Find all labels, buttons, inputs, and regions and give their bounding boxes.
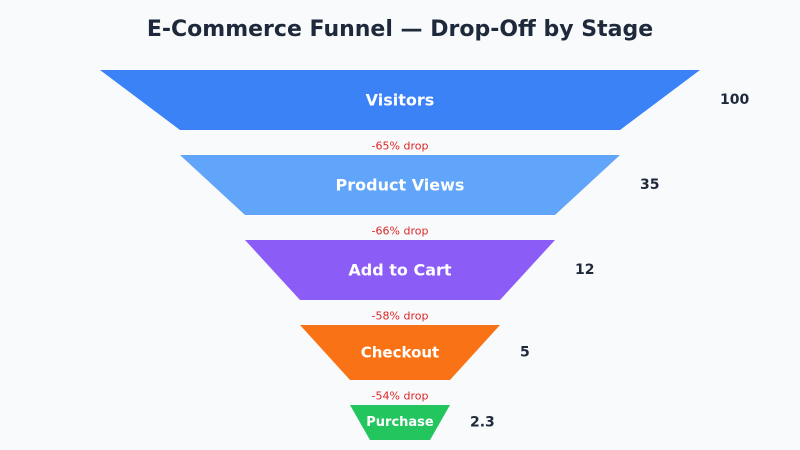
- drop-label-4: -54% drop: [372, 390, 429, 403]
- drop-label-3: -58% drop: [372, 310, 429, 323]
- stage-label-product-views: Product Views: [336, 176, 465, 195]
- stage-label-purchase: Purchase: [366, 415, 434, 430]
- drop-label-2: -66% drop: [372, 225, 429, 238]
- funnel-stage-purchase: [350, 405, 450, 440]
- funnel-stage-checkout: [300, 325, 500, 380]
- funnel-stages: Visitors 100 Product Views 35 Add to Cart 12 C…: [100, 70, 749, 440]
- drop-label-1: -65% drop: [372, 140, 429, 153]
- stage-label-checkout: Checkout: [361, 344, 439, 362]
- funnel-stage-product-views: [180, 155, 620, 215]
- stage-value-visitors: 100: [720, 92, 749, 108]
- funnel-stage-add-to-cart: [245, 240, 555, 300]
- funnel-stage-visitors: [100, 70, 700, 130]
- stage-value-product-views: 35: [640, 177, 659, 193]
- stage-label-visitors: Visitors: [366, 91, 435, 110]
- stage-value-purchase: 2.3: [470, 415, 495, 431]
- stage-value-add-to-cart: 12: [575, 262, 594, 278]
- stage-label-add-to-cart: Add to Cart: [348, 261, 452, 280]
- stage-value-checkout: 5: [520, 345, 530, 361]
- chart-title: E-Commerce Funnel — Drop-Off by Stage: [147, 17, 653, 42]
